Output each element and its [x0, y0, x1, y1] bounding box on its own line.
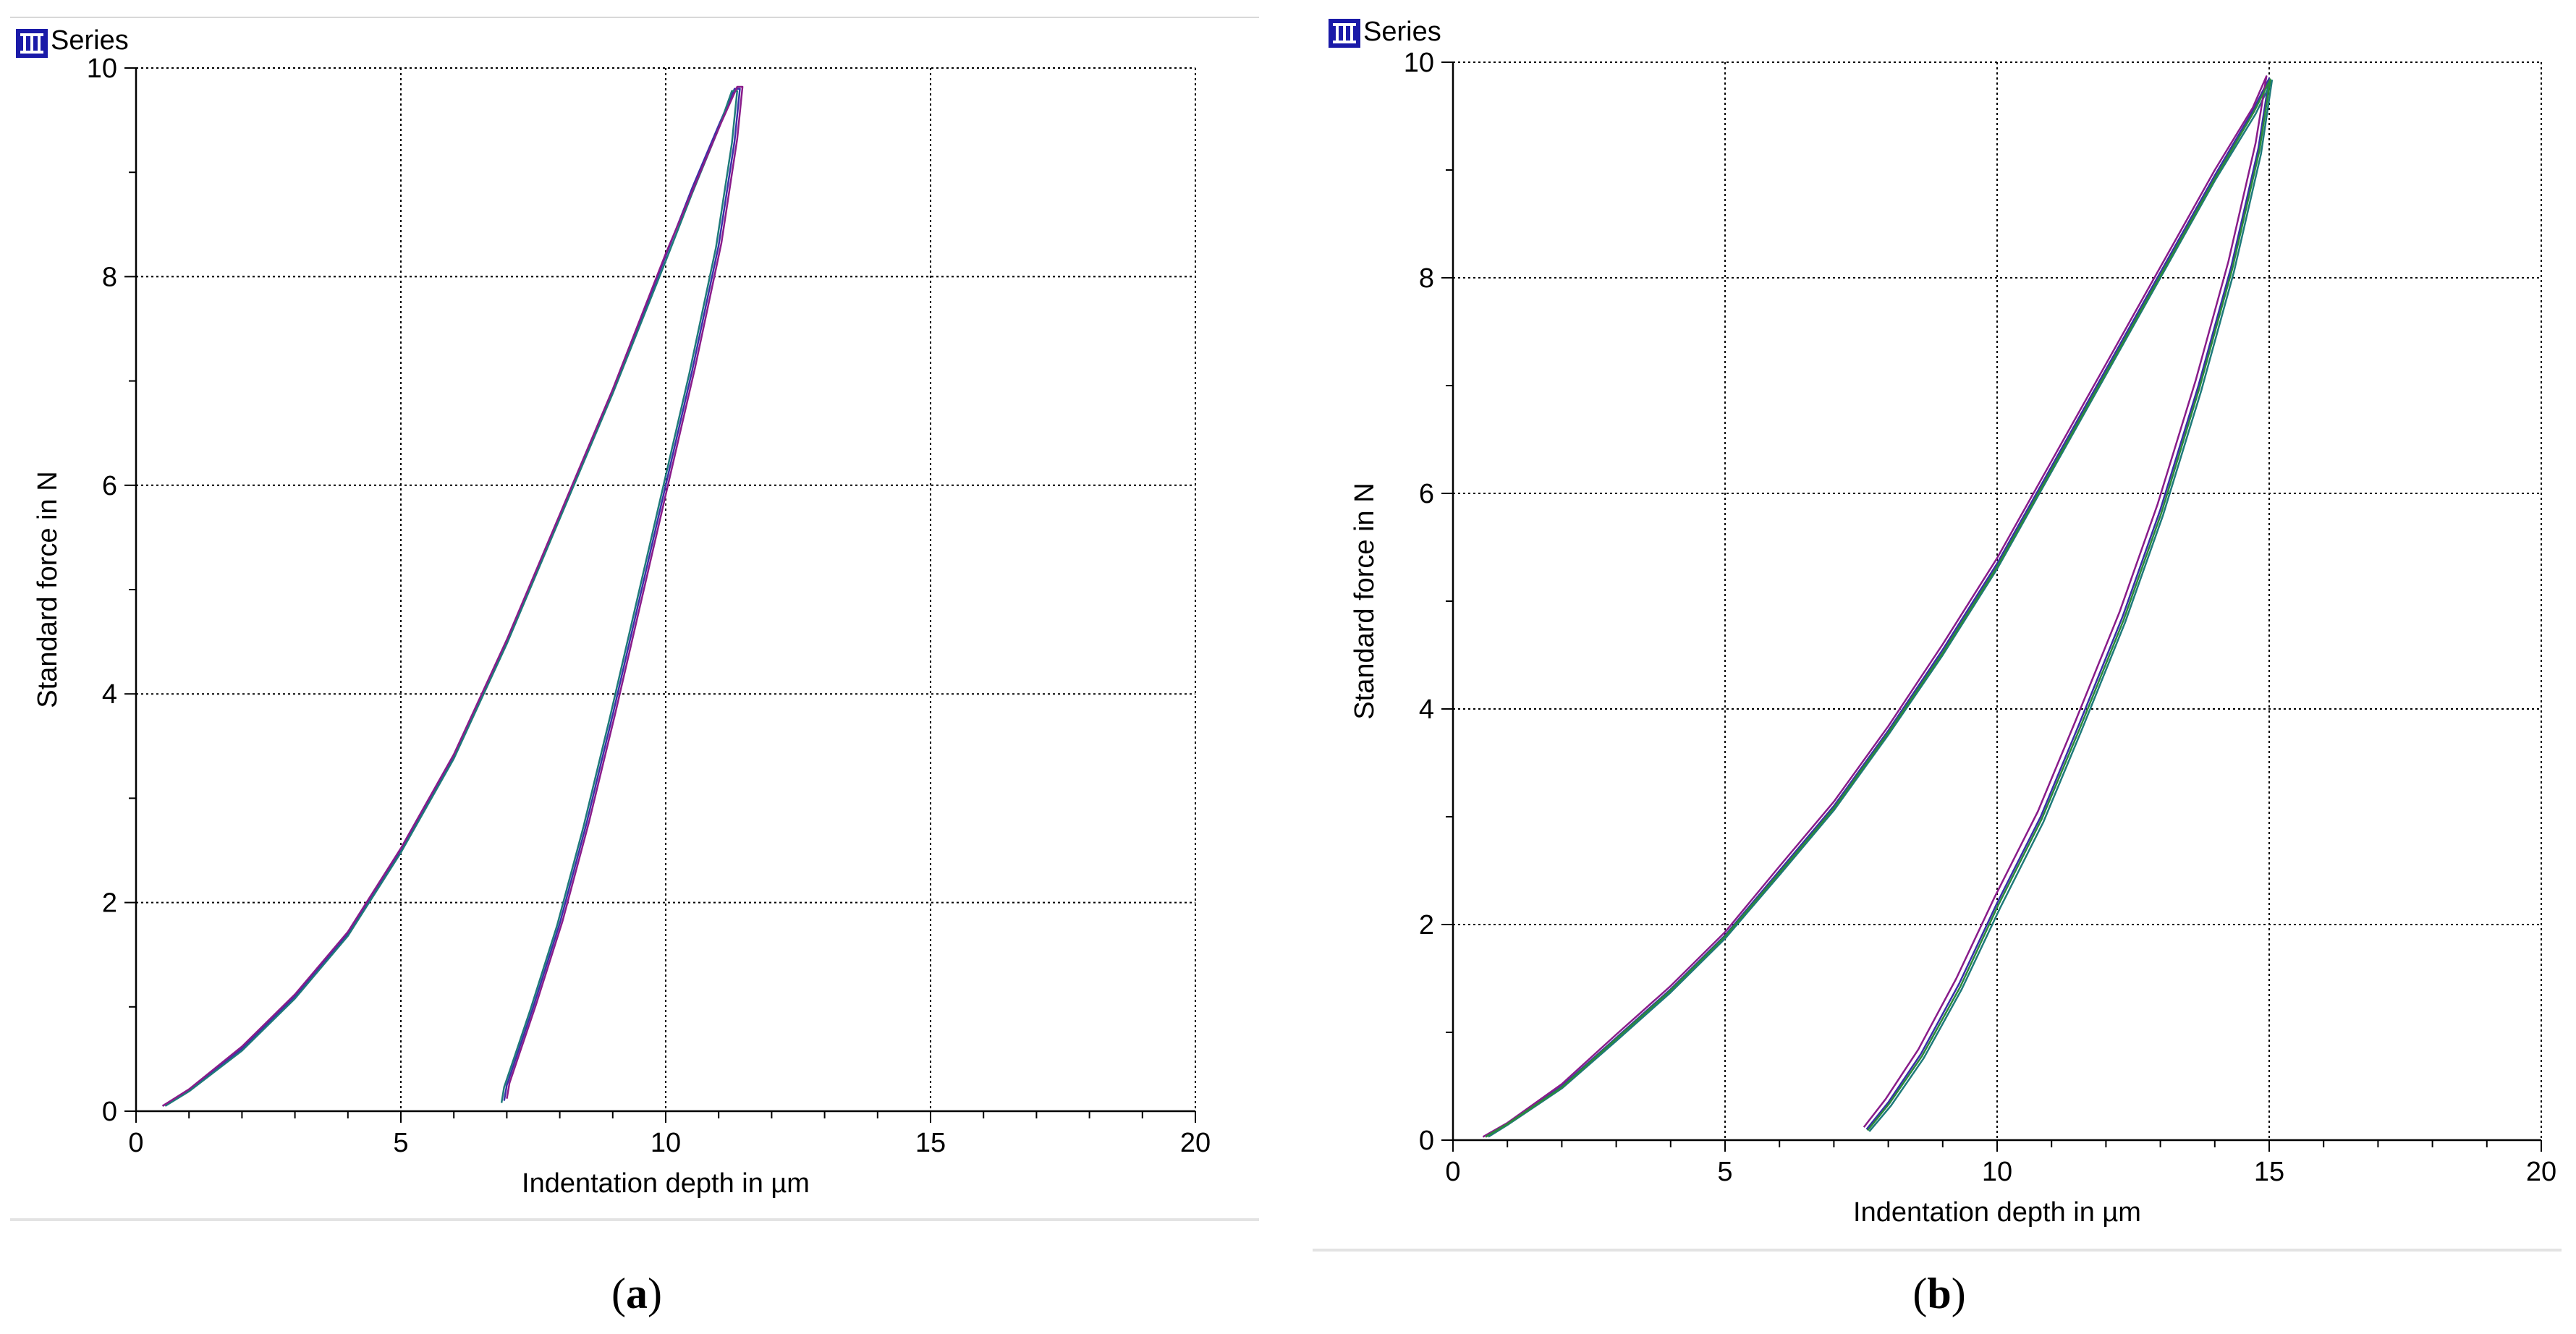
x-tick-label: 20: [2526, 1157, 2556, 1187]
x-tick-label: 15: [2254, 1157, 2284, 1187]
caption-letter: a: [626, 1270, 648, 1317]
series-line-2: [1488, 80, 2274, 1138]
chart-b: Series 0 5 10 15 20 0 2 4 6 8 10 Indentation depth i…: [1313, 17, 2562, 1317]
x-tick-label: 20: [1180, 1128, 1211, 1158]
series-line-2: [164, 90, 739, 1107]
chart-a: Series 0 5 10 15 20 0 2 4 6 8 10 Indentation depth i…: [10, 17, 1259, 1317]
caption-close-paren: ): [1952, 1270, 1966, 1317]
grid: [136, 67, 1196, 1111]
x-tick-label: 10: [1982, 1157, 2012, 1187]
series-label[interactable]: Series: [51, 25, 129, 56]
y-tick-label: 2: [1419, 910, 1434, 940]
series-line-3: [1482, 75, 2268, 1138]
series-icon[interactable]: [16, 29, 48, 58]
caption-open-paren: (: [611, 1270, 626, 1317]
caption-letter: b: [1927, 1270, 1951, 1317]
y-tick-label: 10: [1404, 48, 1434, 78]
y-tick-label: 4: [1419, 694, 1434, 725]
x-tick-label: 15: [915, 1128, 946, 1158]
series-icon[interactable]: [1329, 19, 1360, 48]
y-tick-label: 8: [1419, 263, 1434, 294]
grid: [1453, 61, 2542, 1140]
y-tick-label: 6: [102, 471, 117, 501]
x-tick-label: 0: [128, 1128, 143, 1158]
x-axis-label: Indentation depth in µm: [1853, 1197, 2141, 1228]
x-axis-label: Indentation depth in µm: [522, 1168, 810, 1199]
series-line-4: [1485, 78, 2271, 1138]
y-tick-label: 0: [1419, 1126, 1434, 1156]
y-tick-label: 0: [102, 1097, 117, 1127]
x-tick-label: 10: [651, 1128, 681, 1158]
caption-open-paren: (: [1912, 1270, 1927, 1317]
y-tick-label: 4: [102, 679, 117, 710]
x-tick-label: 5: [393, 1128, 408, 1158]
y-tick-label: 10: [87, 54, 117, 84]
chart-panel-b: Series 0 5 10 15 20 0 2 4 6 8 10 Indentation depth i…: [1302, 0, 2576, 1334]
series-label[interactable]: Series: [1363, 17, 1441, 47]
chart-panel-a: Series 0 5 10 15 20 0 2 4 6 8 10 Indentation depth i…: [0, 0, 1274, 1334]
caption-close-paren: ): [648, 1270, 662, 1317]
panel-caption: (a): [611, 1270, 662, 1317]
y-tick-label: 8: [102, 262, 117, 292]
y-axis-label: Standard force in N: [33, 471, 63, 708]
x-tick-label: 5: [1717, 1157, 1732, 1187]
y-tick-label: 2: [102, 888, 117, 919]
series-line-3: [161, 85, 744, 1107]
y-tick-label: 6: [1419, 479, 1434, 509]
series-line-1: [161, 88, 741, 1107]
y-axis-label: Standard force in N: [1350, 483, 1380, 719]
series-line-1: [1485, 77, 2271, 1138]
panel-caption: (b): [1912, 1270, 1965, 1317]
x-tick-label: 0: [1445, 1157, 1460, 1187]
